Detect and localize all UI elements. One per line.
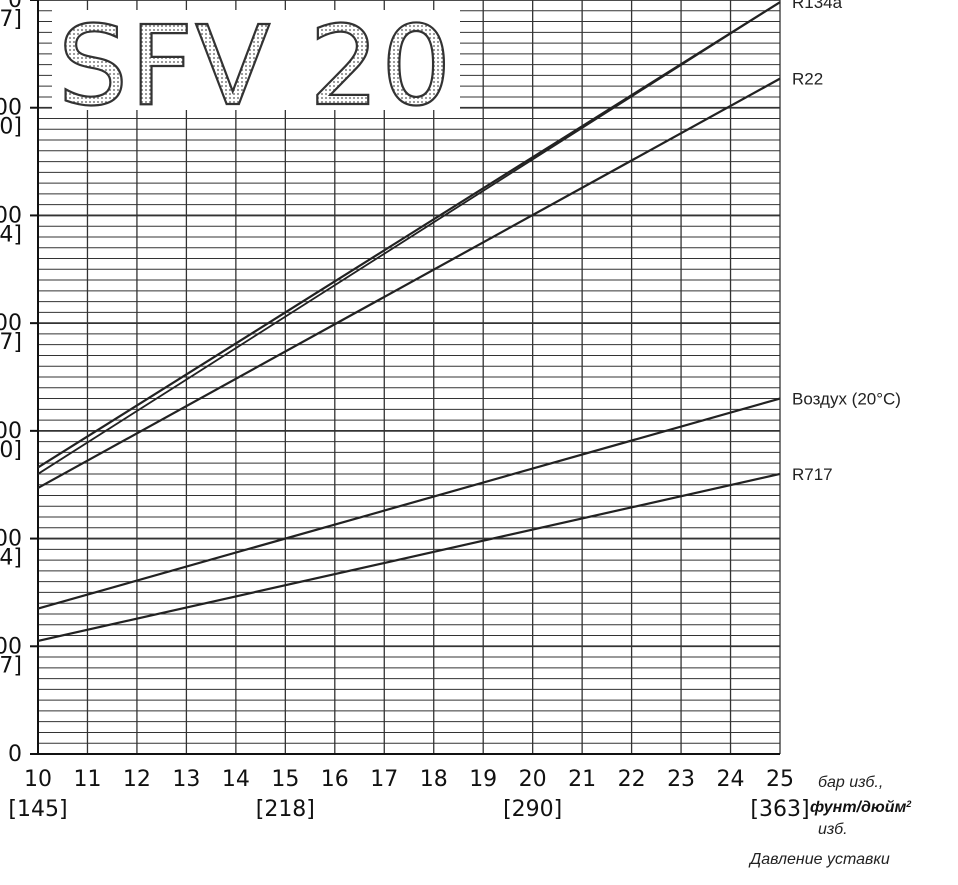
y-tick-label: 00	[0, 634, 22, 659]
x-tick-label: 16	[321, 767, 349, 792]
series-line	[37, 472, 781, 642]
y-tick-label-secondary: 4]	[0, 546, 22, 571]
y-tick-label-secondary: 7]	[0, 7, 22, 32]
x-tick-label: 15	[271, 767, 299, 792]
x-tick-label: 24	[717, 767, 745, 792]
y-tick-label: 00	[0, 311, 22, 336]
series-line	[37, 1, 781, 475]
series-line	[37, 77, 781, 489]
y-tick-label-secondary: 0]	[0, 438, 22, 463]
x-tick-label-psi: [145]	[8, 797, 67, 822]
x-tick-label-psi: [290]	[503, 797, 562, 822]
series-label: Воздух (20°C)	[792, 390, 901, 409]
y-tick-label: 0	[8, 0, 22, 13]
x-axis-label: Давление уставки	[748, 851, 890, 868]
series-label: R22	[792, 70, 823, 89]
x-tick-label: 13	[172, 767, 200, 792]
y-tick-label-secondary: 4]	[0, 222, 22, 247]
x-unit-psi-suffix: изб.	[818, 821, 848, 838]
series-label: R134a	[792, 0, 843, 12]
series-label: R717	[792, 465, 833, 484]
x-unit-psi: фунт/дюйм2	[810, 799, 911, 816]
series-labels: R134a R22 Воздух (20°C) R717	[792, 0, 901, 484]
y-tick-label: 00	[0, 527, 22, 552]
x-tick-label: 18	[420, 767, 448, 792]
x-unit-bar: бар изб.,	[818, 774, 883, 791]
x-tick-label: 25	[766, 767, 794, 792]
y-tick-label: 00	[0, 96, 22, 121]
x-tick-label: 23	[667, 767, 695, 792]
y-tick-label: 0	[8, 742, 22, 767]
y-tick-label: 00	[0, 419, 22, 444]
y-tick-label-secondary: 7]	[0, 653, 22, 678]
y-tick-label-secondary: 7]	[0, 330, 22, 355]
axes	[30, 0, 780, 755]
axis-units: бар изб., фунт/дюйм2 изб. Давление устав…	[748, 774, 911, 868]
tick-labels: 10 11 12 13 14 15 16 17 18 19 20 21 22 23 24 25 [145] [21…	[0, 0, 810, 822]
x-tick-label: 21	[568, 767, 596, 792]
x-tick-label-psi: [363]	[750, 797, 809, 822]
x-tick-label: 19	[469, 767, 497, 792]
x-tick-label: 11	[73, 767, 101, 792]
watermark-layer: SFV 20	[52, 1, 460, 131]
x-tick-label: 22	[618, 767, 646, 792]
series-line	[37, 397, 781, 610]
chart-title: SFV 20	[58, 2, 453, 130]
y-tick-label: 00	[0, 203, 22, 228]
x-tick-label: 12	[123, 767, 151, 792]
series-line	[37, 1, 781, 469]
x-tick-label-psi: [218]	[256, 797, 315, 822]
x-tick-label: 14	[222, 767, 250, 792]
x-tick-label: 20	[519, 767, 547, 792]
series-lines	[37, 1, 781, 642]
y-tick-label-secondary: 0]	[0, 115, 22, 140]
x-tick-label: 10	[24, 767, 52, 792]
x-tick-label: 17	[370, 767, 398, 792]
